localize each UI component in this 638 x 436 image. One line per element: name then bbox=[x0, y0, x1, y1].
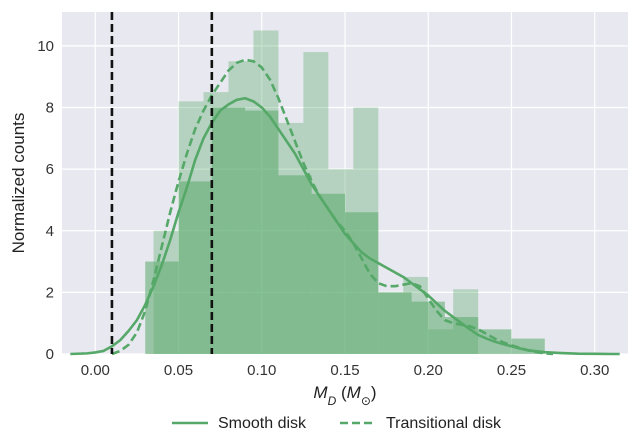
histogram-bar bbox=[378, 292, 412, 354]
histogram-bar bbox=[211, 107, 246, 354]
histogram-smooth-disk bbox=[145, 107, 545, 354]
histogram-bar bbox=[278, 122, 304, 355]
y-tick-labels: 0 2 4 6 8 10 bbox=[37, 38, 54, 363]
x-axis-label-main: M bbox=[313, 383, 328, 402]
x-tick-label: 0.30 bbox=[580, 362, 609, 379]
x-axis-label-main-sub: D bbox=[328, 394, 337, 408]
legend: Smooth disk Transitional disk bbox=[172, 415, 502, 432]
y-axis-label: Normalized counts bbox=[9, 113, 28, 254]
x-tick-label: 0.15 bbox=[330, 362, 359, 379]
x-tick-label: 0.10 bbox=[247, 362, 276, 379]
histogram-bar bbox=[228, 61, 254, 354]
histogram-bar bbox=[178, 181, 212, 354]
x-axis-label: MD (M⊙) bbox=[313, 383, 376, 408]
histogram-bar bbox=[253, 30, 279, 355]
legend-label-transitional-disk: Transitional disk bbox=[386, 415, 502, 432]
x-axis-label-paren-open: ( bbox=[336, 383, 347, 402]
x-tick-label: 0.20 bbox=[414, 362, 443, 379]
threshold-lines bbox=[110, 12, 214, 354]
y-tick-label: 2 bbox=[46, 284, 54, 301]
x-tick-label: 0.00 bbox=[81, 362, 110, 379]
kde-line-transitional-disk bbox=[111, 58, 554, 356]
y-tick-label: 0 bbox=[46, 346, 54, 363]
y-tick-label: 8 bbox=[46, 100, 54, 117]
y-tick-label: 4 bbox=[46, 223, 54, 240]
x-tick-label: 0.05 bbox=[164, 362, 193, 379]
x-axis-label-paren-close: ) bbox=[371, 383, 377, 402]
y-tick-label: 6 bbox=[46, 161, 54, 178]
x-axis-label-paren-sub: ⊙ bbox=[361, 394, 371, 408]
histogram-bar bbox=[145, 261, 179, 354]
histogram-bar bbox=[345, 212, 379, 354]
histogram-bar bbox=[453, 289, 479, 354]
histogram-bar bbox=[278, 175, 312, 354]
histogram-bar bbox=[328, 169, 354, 354]
x-axis-label-paren-main: M bbox=[347, 383, 362, 402]
histogram-bar bbox=[428, 329, 454, 354]
histogram-bar bbox=[245, 110, 279, 354]
histogram-bar bbox=[403, 276, 429, 354]
histogram-transitional-disk bbox=[153, 30, 479, 355]
histogram-bar bbox=[378, 292, 404, 354]
legend-label-smooth-disk: Smooth disk bbox=[218, 415, 307, 432]
histogram-bar bbox=[203, 92, 229, 355]
histogram-bar bbox=[311, 193, 345, 354]
histogram-bar bbox=[353, 107, 379, 354]
y-tick-label: 10 bbox=[37, 38, 54, 55]
x-tick-label: 0.25 bbox=[497, 362, 526, 379]
x-tick-labels: 0.00 0.05 0.10 0.15 0.20 0.25 0.30 bbox=[81, 362, 610, 379]
histogram-bar bbox=[411, 301, 445, 354]
